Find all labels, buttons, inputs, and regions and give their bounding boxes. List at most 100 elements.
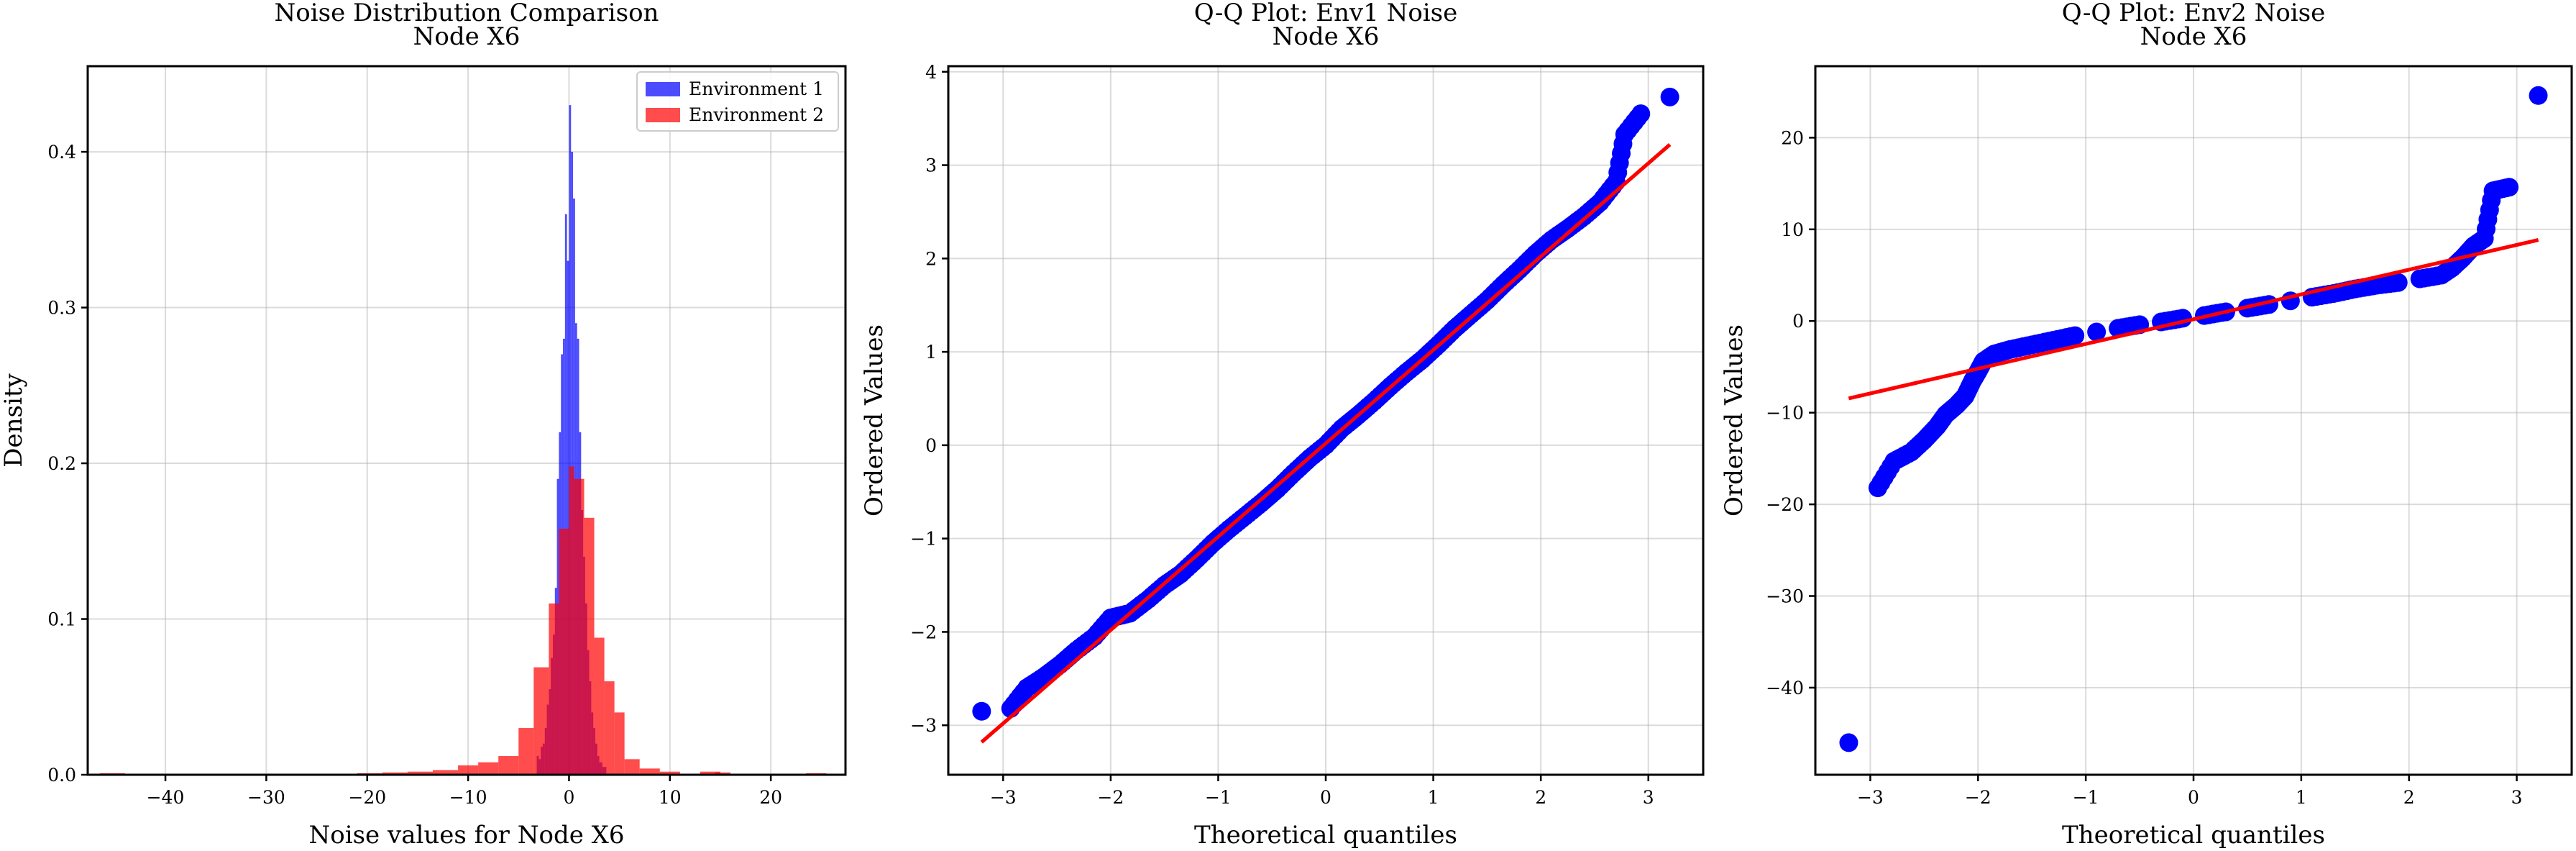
qq-point [1839, 733, 1858, 752]
y-tick-label: −2 [910, 622, 937, 642]
x-tick-label: 0 [1320, 787, 1331, 808]
grid-lines [1815, 66, 2572, 775]
chart-title: Noise Distribution Comparison [275, 0, 659, 27]
panel-histogram: Environment 1 Environment 2 −40 −30 −20 −10 0 1… [0, 0, 847, 850]
x-tick-label: 20 [759, 787, 782, 808]
y-tick-label: −3 [910, 715, 937, 736]
grid-lines [948, 66, 1703, 775]
qq-point [2087, 322, 2107, 342]
y-tick-label: 10 [1781, 219, 1804, 240]
histogram-bar [432, 770, 459, 775]
y-tick-label: 1 [925, 342, 937, 363]
y-tick-label: −30 [1766, 586, 1804, 607]
histogram-bar [715, 772, 731, 775]
histogram-bar [498, 756, 519, 775]
histogram-bar [564, 214, 567, 775]
histogram-bar [549, 603, 559, 775]
fit-line-overlay [1848, 238, 2539, 401]
plot-area [1839, 86, 2548, 752]
y-tick-label: 0 [925, 435, 937, 456]
x-tick-label: −40 [147, 787, 185, 808]
legend: Environment 1 Environment 2 [636, 71, 839, 132]
y-tick-label: 0.4 [47, 142, 76, 163]
plot-area [99, 105, 827, 775]
qq-point [2529, 86, 2548, 105]
ticks: −3 −2 −1 0 1 2 3 −3 −2 −1 0 1 2 3 4 [910, 62, 1654, 808]
y-tick-label: 0.2 [47, 453, 76, 474]
axes-frame [86, 65, 847, 776]
chart-subtitle: Node X6 [1273, 22, 1380, 51]
qq-points [1839, 86, 2548, 752]
x-tick-label: 1 [1428, 787, 1439, 808]
y-axis-label: Density [0, 373, 28, 467]
y-tick-label: 20 [1781, 127, 1804, 148]
histogram-bar [567, 260, 569, 775]
histogram-bar [659, 771, 680, 775]
histogram-bar [407, 771, 433, 775]
qq-point [1660, 87, 1679, 106]
legend-label: Environment 2 [689, 104, 824, 125]
histogram-bar [700, 771, 720, 775]
series-2 [99, 466, 827, 775]
ticks: −40 −30 −20 −10 0 10 20 0.0 0.1 0.2 0.3 0.4 [47, 142, 782, 808]
grid-lines [88, 66, 845, 775]
x-tick-label: 0 [2188, 787, 2199, 808]
x-axis-label: Theoretical quantiles [2062, 821, 2325, 850]
y-tick-label: 0.0 [47, 765, 76, 786]
x-tick-label: −2 [1965, 787, 1991, 808]
legend-swatch [646, 108, 680, 122]
histogram-bar [518, 728, 534, 775]
x-tick-label: −3 [1857, 787, 1884, 808]
x-tick-label: 3 [1643, 787, 1654, 808]
plot-area [972, 87, 1679, 744]
histogram-bar [559, 528, 569, 775]
qq-point [2388, 273, 2408, 292]
histogram-bar [624, 759, 640, 775]
histogram-bar [569, 105, 572, 775]
legend-swatch [646, 82, 680, 96]
x-tick-label: 0 [563, 787, 574, 808]
qq-point [2066, 326, 2085, 345]
x-tick-label: 10 [659, 787, 682, 808]
y-tick-label: −20 [1766, 494, 1804, 515]
y-tick-label: 0.3 [47, 298, 76, 319]
y-tick-label: −10 [1766, 403, 1804, 424]
x-tick-label: −10 [449, 787, 487, 808]
histogram-bar [614, 712, 625, 775]
y-tick-label: 3 [925, 155, 937, 176]
histogram-bar [584, 517, 595, 775]
x-tick-label: −1 [2073, 787, 2099, 808]
y-tick-label: 4 [925, 62, 937, 83]
qq-point [1631, 104, 1651, 124]
qq-point [972, 701, 991, 721]
histogram-bar [639, 768, 660, 775]
x-tick-label: −2 [1097, 787, 1124, 808]
x-axis-label: Noise values for Node X6 [309, 821, 625, 850]
y-tick-label: −1 [910, 529, 937, 550]
histogram-bar [478, 762, 499, 775]
histogram-bar [594, 637, 605, 775]
histogram-bar [571, 152, 574, 775]
x-tick-label: −30 [247, 787, 285, 808]
y-tick-label: 0.1 [47, 609, 76, 630]
chart-subtitle: Node X6 [2140, 22, 2247, 51]
histogram-bar [458, 765, 479, 775]
histogram-bar [569, 466, 574, 775]
histogram-bar [382, 772, 408, 775]
y-tick-label: −40 [1766, 678, 1804, 698]
x-tick-label: −20 [348, 787, 386, 808]
histogram-bar [604, 681, 615, 775]
x-tick-label: 1 [2296, 787, 2307, 808]
qq-point [2500, 178, 2519, 197]
panel-qq-env1: −3 −2 −1 0 1 2 3 −3 −2 −1 0 1 2 3 4 Q-Q Plot: Env1 Nois… [860, 0, 1705, 850]
legend-box [636, 71, 839, 132]
x-tick-label: −3 [990, 787, 1017, 808]
y-axis-label: Ordered Values [1720, 324, 1748, 516]
chart-title: Q-Q Plot: Env1 Noise [1194, 0, 1457, 27]
chart-subtitle: Node X6 [413, 22, 521, 51]
fit-line-overlay [980, 143, 1672, 744]
y-axis-label: Ordered Values [860, 324, 889, 516]
